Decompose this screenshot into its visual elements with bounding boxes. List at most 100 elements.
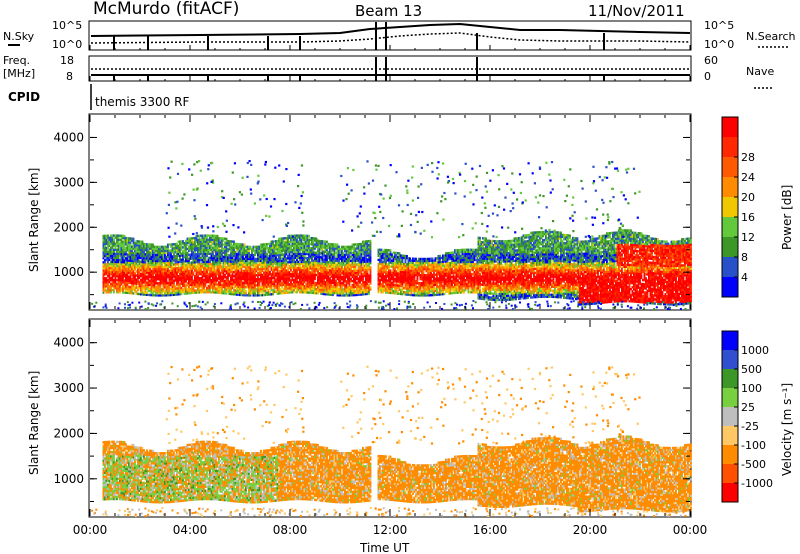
nsky-line xyxy=(90,22,691,37)
echo-cell xyxy=(117,260,120,264)
echo-cell xyxy=(415,257,417,261)
echo-cell xyxy=(146,245,148,248)
echo-cell xyxy=(111,289,114,292)
echo-cell xyxy=(111,266,114,270)
echo-cell xyxy=(138,242,141,245)
echo-cell xyxy=(129,287,132,291)
echo-cell xyxy=(117,283,120,286)
echo-cell xyxy=(119,242,121,245)
echo-cell xyxy=(131,269,133,273)
echo-cell xyxy=(129,247,132,250)
echo-cell xyxy=(122,285,124,288)
echo-cell xyxy=(125,263,127,266)
echo-cell xyxy=(143,287,145,290)
echo-cell xyxy=(108,287,111,290)
freq-tick-bottom: 8 xyxy=(66,70,73,83)
echo-cell xyxy=(128,279,130,282)
echo-cell xyxy=(111,258,114,262)
echo-cell xyxy=(135,266,138,269)
echo-cell xyxy=(126,255,129,258)
echo-cell xyxy=(113,268,115,272)
echo-cell xyxy=(132,241,135,245)
echo-cell xyxy=(119,238,121,241)
echo-cell xyxy=(119,258,121,262)
echo-cell xyxy=(137,256,139,259)
echo-cell xyxy=(110,240,112,243)
echo-cell xyxy=(117,234,120,237)
echo-cell xyxy=(111,278,114,282)
echo-cell xyxy=(113,238,115,241)
echo-cell xyxy=(152,243,154,246)
echo-cell xyxy=(141,279,144,282)
echo-cell xyxy=(135,244,138,247)
echo-cell xyxy=(122,287,124,290)
echo-cell xyxy=(125,271,127,274)
echo-cell xyxy=(140,272,142,276)
echo-cell xyxy=(132,243,135,247)
echo-cell xyxy=(104,244,106,248)
echo-cell xyxy=(123,283,126,286)
echo-cell xyxy=(143,246,145,250)
echo-cell xyxy=(107,242,109,245)
echo-cell xyxy=(143,285,145,288)
echo-cell xyxy=(105,250,108,254)
echo-cell xyxy=(132,253,135,257)
echo-cell xyxy=(119,266,121,270)
echo-cell xyxy=(105,269,108,272)
echo-cell xyxy=(105,262,108,266)
echo-cell xyxy=(117,268,120,272)
echo-cell xyxy=(114,282,117,286)
echo-cell xyxy=(111,238,114,241)
echo-cell xyxy=(129,259,132,262)
echo-cell xyxy=(243,243,246,246)
echo-cell xyxy=(135,292,138,295)
echo-cell xyxy=(125,269,127,272)
echo-cell xyxy=(126,291,129,294)
echo-cell xyxy=(144,245,147,248)
echo-cell xyxy=(113,254,115,257)
echo-cell xyxy=(147,285,150,288)
echo-cell xyxy=(116,289,118,292)
echo-cell xyxy=(110,250,112,253)
echo-cell xyxy=(123,257,126,260)
echo-cell xyxy=(147,283,150,286)
echo-cell xyxy=(131,237,133,240)
echo-cell xyxy=(389,269,392,272)
echo-cell xyxy=(135,274,138,277)
echo-cell xyxy=(119,234,121,237)
echo-cell xyxy=(120,246,123,250)
echo-cell xyxy=(138,262,141,265)
echo-cell xyxy=(105,289,108,292)
echo-cell xyxy=(122,289,124,292)
echo-cell xyxy=(141,283,144,286)
echo-cell xyxy=(134,278,136,281)
echo-cell xyxy=(146,283,148,286)
echo-cell xyxy=(146,263,148,266)
echo-cell xyxy=(113,250,115,253)
echo-cell xyxy=(105,238,108,242)
echo-cell xyxy=(107,254,109,258)
echo-cell xyxy=(126,257,129,260)
echo-cell xyxy=(122,291,124,294)
echo-cell xyxy=(144,293,147,296)
echo-cell xyxy=(105,267,108,270)
echo-cell xyxy=(113,240,115,243)
echo-cell xyxy=(131,247,133,250)
echo-cell xyxy=(125,243,127,246)
echo-cell xyxy=(105,281,108,284)
echo-cell xyxy=(132,259,135,263)
echo-cell xyxy=(135,278,138,281)
echo-cell xyxy=(117,252,120,256)
echo-cell xyxy=(123,291,126,294)
echo-cell xyxy=(113,258,115,262)
echo-cell xyxy=(107,281,109,284)
echo-cell xyxy=(107,275,109,278)
echo-cell xyxy=(138,284,141,288)
echo-cell xyxy=(369,286,372,289)
echo-cell xyxy=(135,264,138,267)
echo-cell xyxy=(102,240,105,244)
echo-cell xyxy=(102,291,105,294)
echo-cell xyxy=(107,272,109,276)
echo-cell xyxy=(107,240,109,243)
echo-cell xyxy=(110,260,112,264)
